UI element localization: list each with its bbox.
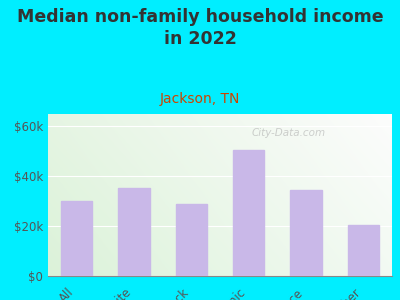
Text: Jackson, TN: Jackson, TN	[160, 92, 240, 106]
Bar	[233, 150, 264, 276]
Bar	[61, 201, 92, 276]
Text: Median non-family household income
in 2022: Median non-family household income in 20…	[17, 8, 383, 48]
Bar	[290, 190, 322, 276]
Bar	[176, 204, 207, 276]
Bar	[348, 225, 379, 276]
Bar	[118, 188, 150, 276]
Text: City-Data.com: City-Data.com	[252, 128, 326, 138]
